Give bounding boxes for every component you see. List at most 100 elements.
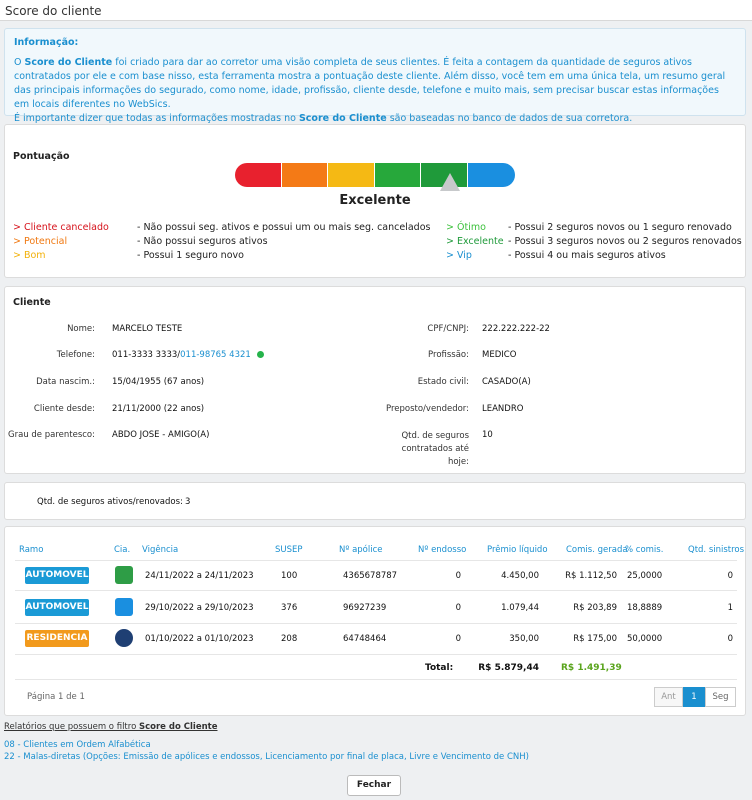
cell-comis: R$ 175,00: [573, 634, 617, 644]
cell-sinistros: 0: [727, 634, 733, 644]
legend-item: > Potencial - Não possui seguros ativos: [13, 236, 268, 247]
client-panel: Cliente Nome: MARCELO TESTE Telefone: 01…: [4, 286, 746, 474]
insurer-green-icon: [115, 566, 133, 584]
gauge-segment-yellow: [328, 163, 375, 187]
contracts-value: 10: [482, 430, 493, 440]
col-ramo[interactable]: Ramo: [19, 545, 44, 555]
cpf-value: 222.222.222-22: [482, 324, 550, 334]
legend-right: > Ótimo - Possui 2 seguros novos ou 1 seg…: [446, 222, 742, 264]
cell-pct: 18,8889: [627, 603, 663, 613]
whatsapp-phone-link[interactable]: 011-98765 4321: [180, 350, 251, 360]
cell-sinistros: 0: [727, 571, 733, 581]
score-title: Pontuação: [13, 151, 70, 162]
legend-item: > Ótimo - Possui 2 seguros novos ou 1 seg…: [446, 222, 732, 233]
active-policies-panel: Qtd. de seguros ativos/renovados: 3: [4, 482, 746, 520]
contracts-label: Qtd. de seguros contratados até hoje:: [401, 431, 469, 467]
gauge-segment-orange: [281, 163, 329, 187]
gauge-segment-green: [374, 163, 422, 187]
divider: [15, 623, 737, 624]
ramo-badge: AUTOMOVEL: [25, 599, 89, 616]
cell-premio: 350,00: [509, 634, 539, 644]
cell-susep: 208: [281, 634, 298, 644]
score-panel: Pontuação Excelente > Cliente cancelado -…: [4, 124, 746, 278]
kinship-value: ABDO JOSE - AMIGO(A): [112, 430, 210, 440]
policies-table: Ramo Cia. Vigência SUSEP Nº apólice Nº e…: [4, 526, 746, 716]
cell-apolice: 64748464: [343, 634, 387, 644]
whatsapp-icon[interactable]: [256, 351, 264, 358]
report-link-08[interactable]: 08 - Clientes em Ordem Alfabética: [4, 740, 151, 750]
name-label: Nome:: [67, 324, 95, 334]
cell-susep: 100: [281, 571, 298, 581]
since-label: Cliente desde:: [33, 404, 95, 414]
page-1-button[interactable]: 1: [683, 687, 705, 707]
ramo-badge: RESIDENCIA: [25, 630, 89, 647]
gauge-marker-icon: [440, 173, 460, 191]
total-comis: R$ 1.491,39: [561, 663, 622, 673]
info-panel: Informação: O Score do Cliente foi criad…: [4, 28, 746, 124]
birth-label: Data nascim.:: [36, 377, 95, 387]
cell-comis: R$ 203,89: [573, 603, 617, 613]
col-vigencia[interactable]: Vigência: [142, 545, 179, 555]
cell-premio: 1.079,44: [501, 603, 539, 613]
next-page-button[interactable]: Seg: [705, 687, 736, 707]
cell-premio: 4.450,00: [501, 571, 539, 581]
prev-page-button[interactable]: Ant: [654, 687, 683, 707]
gauge-segment-red: [235, 163, 282, 187]
agent-label: Preposto/vendedor:: [385, 404, 469, 414]
score-gauge: [235, 163, 515, 187]
info-heading: Informação:: [14, 37, 79, 48]
info-text: O Score do Cliente foi criado para dar a…: [14, 57, 726, 124]
name-value: MARCELO TESTE: [112, 324, 183, 334]
cell-vigencia: 01/10/2022 a 01/10/2023: [145, 634, 254, 644]
col-pct[interactable]: % comis.: [625, 545, 664, 555]
insurer-blue-icon: [115, 598, 133, 616]
divider: [15, 679, 737, 680]
phone-value: 011-3333 3333/011-98765 4321: [112, 350, 264, 360]
ramo-badge: AUTOMOVEL: [25, 567, 89, 584]
total-label: Total:: [425, 663, 454, 673]
col-sinistros[interactable]: Qtd. sinistros: [688, 545, 745, 555]
cell-apolice: 96927239: [343, 603, 387, 613]
civil-label: Estado civil:: [417, 377, 469, 387]
legend-item: > Vip - Possui 4 ou mais seguros ativos: [446, 250, 666, 261]
cell-comis: R$ 1.112,50: [565, 571, 617, 581]
close-button[interactable]: Fechar: [347, 775, 401, 796]
col-premio[interactable]: Prêmio líquido: [487, 545, 548, 555]
divider: [15, 590, 737, 591]
col-susep[interactable]: SUSEP: [275, 545, 303, 555]
cpf-label: CPF/CNPJ:: [427, 324, 469, 334]
since-value: 21/11/2000 (22 anos): [112, 404, 205, 414]
col-apolice[interactable]: Nº apólice: [339, 545, 383, 555]
legend-item: > Cliente cancelado - Não possui seg. ati…: [13, 222, 431, 233]
cell-apolice: 4365678787: [343, 571, 398, 581]
client-title: Cliente: [13, 297, 51, 308]
birth-value: 15/04/1955 (67 anos): [112, 377, 205, 387]
col-cia[interactable]: Cia.: [114, 545, 131, 555]
window-title: Score do cliente: [0, 0, 752, 21]
page-info: Página 1 de 1: [27, 692, 85, 702]
agent-value: LEANDRO: [482, 404, 524, 414]
cell-endosso: 0: [455, 634, 461, 644]
profession-value: MEDICO: [482, 350, 517, 360]
cell-susep: 376: [281, 603, 298, 613]
cell-vigencia: 29/10/2022 a 29/10/2023: [145, 603, 254, 613]
col-endosso[interactable]: Nº endosso: [418, 545, 467, 555]
cell-sinistros: 1: [727, 603, 733, 613]
kinship-label: Grau de parentesco:: [8, 430, 95, 440]
cell-pct: 50,0000: [627, 634, 663, 644]
legend-item: > Excelente - Possui 3 seguros novos ou 2…: [446, 236, 742, 247]
score-rating: Excelente: [339, 193, 411, 208]
report-link-22[interactable]: 22 - Malas-diretas (Opções: Emissão de a…: [4, 752, 529, 762]
phone-label: Telefone:: [56, 350, 95, 360]
cell-endosso: 0: [455, 603, 461, 613]
legend-item: > Bom - Possui 1 seguro novo: [13, 250, 244, 261]
cell-endosso: 0: [455, 571, 461, 581]
profession-label: Profissão:: [428, 350, 469, 360]
active-label: Qtd. de seguros ativos/renovados:: [37, 497, 183, 507]
reports-title: Relatórios que possuem o filtro Score do…: [4, 722, 218, 732]
col-comis[interactable]: Comis. gerada: [566, 545, 628, 555]
total-premio: R$ 5.879,44: [478, 663, 539, 673]
insurer-navy-icon: [115, 629, 133, 647]
gauge-segment-blue: [467, 163, 515, 187]
cell-pct: 25,0000: [627, 571, 663, 581]
